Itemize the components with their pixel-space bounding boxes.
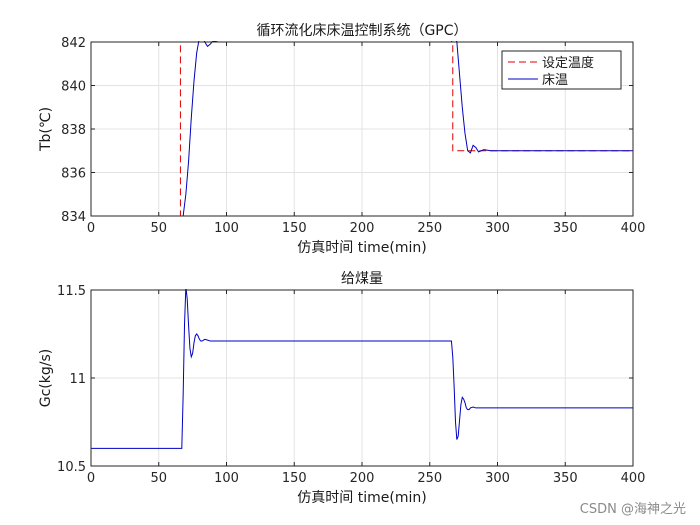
chart1-y-axis-label: Tb(℃) xyxy=(38,107,54,152)
chart1-legend-label-1: 设定温度 xyxy=(542,55,594,71)
chart1-x-tick-label: 300 xyxy=(485,221,510,236)
chart2-title: 给煤量 xyxy=(341,271,383,287)
watermark: CSDN @海神之光 xyxy=(579,502,686,517)
chart1-x-tick-label: 400 xyxy=(621,221,646,236)
chart1-x-tick-label: 0 xyxy=(87,221,95,236)
chart2-x-tick-label: 100 xyxy=(214,471,239,486)
chart2-x-tick-label: 300 xyxy=(485,471,510,486)
chart1-x-tick-label: 50 xyxy=(150,221,167,236)
chart2-y-tick-label: 10.5 xyxy=(57,460,86,475)
chart1-x-tick-label: 100 xyxy=(214,221,239,236)
chart1-y-tick-label: 834 xyxy=(61,210,86,225)
chart1-title: 循环流化床床温控制系统（GPC） xyxy=(256,23,467,39)
chart2-x-tick-label: 150 xyxy=(282,471,307,486)
chart2-x-axis-label: 仿真时间 time(min) xyxy=(297,490,426,506)
chart1-x-axis-label: 仿真时间 time(min) xyxy=(297,240,426,256)
chart1-y-tick-label: 842 xyxy=(61,36,86,51)
chart2-x-tick-label: 50 xyxy=(150,471,167,486)
chart2-x-tick-label: 0 xyxy=(87,471,95,486)
chart2-x-tick-label: 350 xyxy=(553,471,578,486)
chart2-y-axis-label: Gc(kg/s) xyxy=(38,349,54,407)
chart1-y-tick-label: 840 xyxy=(61,80,86,95)
chart2-x-tick-label: 200 xyxy=(350,471,375,486)
chart2-y-tick-label: 11 xyxy=(69,372,86,387)
chart1-x-tick-label: 150 xyxy=(282,221,307,236)
chart1-y-tick-label: 838 xyxy=(61,123,86,138)
chart1-legend-label-2: 床温 xyxy=(542,73,568,88)
chart1-x-tick-label: 250 xyxy=(417,221,442,236)
chart2-x-tick-label: 400 xyxy=(621,471,646,486)
chart1-x-tick-label: 350 xyxy=(553,221,578,236)
chart1-legend-box xyxy=(501,50,622,90)
chart2-y-tick-label: 11.5 xyxy=(57,284,86,299)
chart1-x-tick-label: 200 xyxy=(350,221,375,236)
chart2-x-tick-label: 250 xyxy=(417,471,442,486)
chart2-series-line-1 xyxy=(91,289,633,449)
chart1-y-tick-label: 836 xyxy=(61,167,86,182)
